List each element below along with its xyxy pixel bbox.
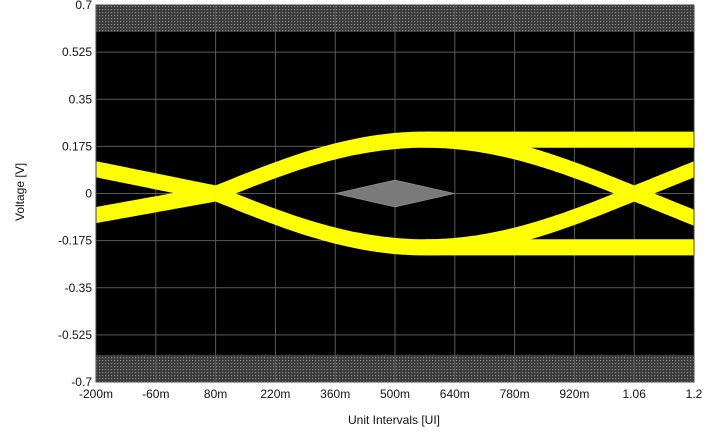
x-tick-label-4: 360m bbox=[320, 387, 350, 401]
y-tick-label-4: 0 bbox=[85, 187, 92, 201]
trace-post-rising bbox=[634, 161, 694, 202]
y-axis-label: Voltage [V] bbox=[13, 163, 27, 221]
x-axis-ticks: -200m -60m 80m 220m 360m 500m 640m 780m 920m 1.06… bbox=[79, 387, 703, 401]
y-tick-label-0: 0.7 bbox=[75, 0, 92, 12]
y-tick-label-1: 0.525 bbox=[62, 45, 92, 59]
y-tick-label-3: 0.175 bbox=[62, 139, 92, 153]
x-tick-label-5: 500m bbox=[380, 387, 410, 401]
y-tick-label-8: -0.7 bbox=[71, 375, 92, 389]
y-tick-label-6: -0.35 bbox=[65, 281, 93, 295]
x-tick-label-8: 920m bbox=[559, 387, 589, 401]
center-eye-mask bbox=[335, 179, 455, 208]
trace-falling-edge bbox=[424, 131, 635, 202]
x-tick-label-6: 640m bbox=[440, 387, 470, 401]
plot-area bbox=[95, 4, 695, 383]
trace-post-falling bbox=[634, 185, 694, 226]
y-axis-ticks: 0.7 0.525 0.35 0.175 0 -0.175 -0.35 -0.525 -0.7 bbox=[58, 0, 92, 389]
x-tick-label-1: -60m bbox=[142, 387, 169, 401]
y-tick-label-2: 0.35 bbox=[69, 92, 93, 106]
x-tick-label-10: 1.2 bbox=[686, 387, 703, 401]
trace-rising-edge bbox=[424, 185, 635, 256]
x-axis-label: Unit Intervals [UI] bbox=[348, 413, 440, 427]
x-tick-label-7: 780m bbox=[500, 387, 530, 401]
trace-pre-rising bbox=[96, 185, 216, 224]
plot-border bbox=[95, 4, 695, 383]
trace-upper-rail bbox=[215, 131, 694, 202]
x-tick-label-0: -200m bbox=[79, 387, 113, 401]
trace-lower-rail bbox=[215, 185, 694, 256]
y-tick-label-5: -0.175 bbox=[58, 234, 92, 248]
x-tick-label-9: 1.06 bbox=[623, 387, 647, 401]
y-tick-label-7: -0.525 bbox=[58, 328, 92, 342]
x-tick-label-2: 80m bbox=[204, 387, 227, 401]
x-tick-label-3: 220m bbox=[260, 387, 290, 401]
